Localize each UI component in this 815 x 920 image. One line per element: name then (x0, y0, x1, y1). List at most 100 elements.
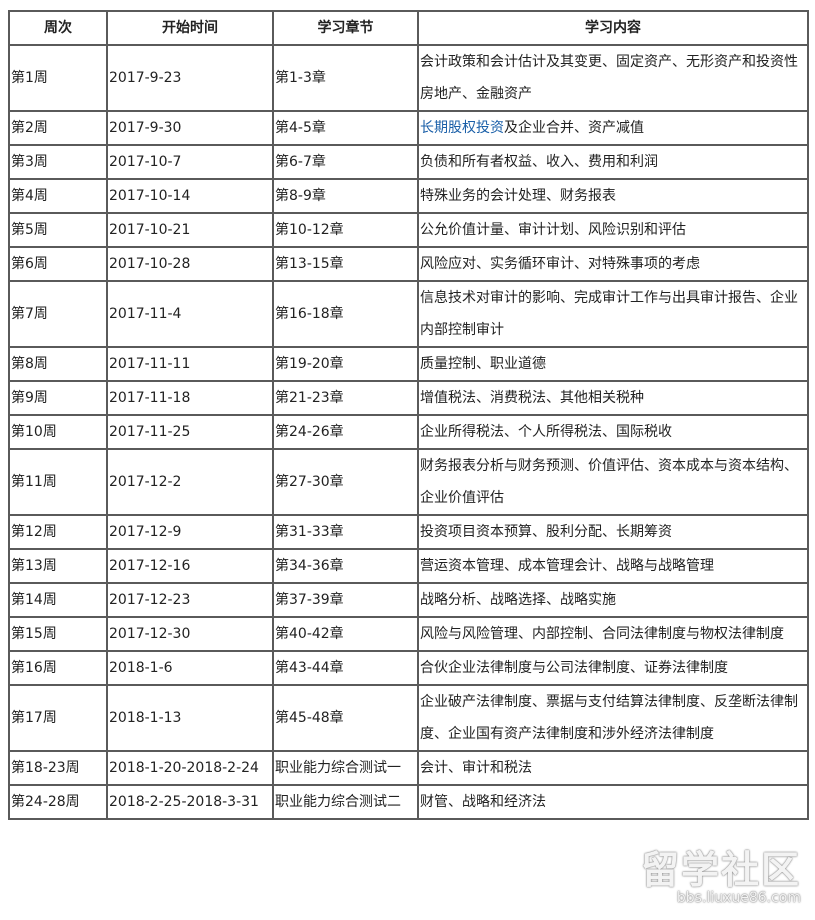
table-row: 第10周 2017-11-25 第24-26章 企业所得税法、个人所得税法、国际税收 (8, 414, 809, 450)
cell-start: 2017-12-23 (106, 582, 274, 618)
watermark-logo: 留学社区 bbs.liuxue86.com (641, 850, 801, 906)
content-text: 信息技术对审计的影响、完成审计工作与出具审计报告、企业内部控制审计 (420, 290, 798, 338)
content-text: 风险应对、实务循环审计、对特殊事项的考虑 (420, 256, 700, 272)
cell-chapters: 第10-12章 (272, 212, 419, 248)
cell-content: 会计政策和会计估计及其变更、固定资产、无形资产和投资性房地产、金融资产 (417, 44, 809, 112)
content-text: 风险与风险管理、内部控制、合同法律制度与物权法律制度 (420, 626, 784, 642)
content-text: 企业破产法律制度、票据与支付结算法律制度、反垄断法律制度、企业国有资产法律制度和… (420, 694, 798, 742)
cell-content: 风险与风险管理、内部控制、合同法律制度与物权法律制度 (417, 616, 809, 652)
cell-start: 2017-9-30 (106, 110, 274, 146)
content-link[interactable]: 长期股权投资 (420, 120, 504, 136)
cell-start: 2017-10-28 (106, 246, 274, 282)
cell-start: 2017-12-30 (106, 616, 274, 652)
table-row: 第13周 2017-12-16 第34-36章 营运资本管理、成本管理会计、战略与战略… (8, 548, 809, 584)
cell-week: 第14周 (8, 582, 108, 618)
cell-week: 第3周 (8, 144, 108, 180)
header-content: 学习内容 (417, 10, 809, 46)
cell-week: 第8周 (8, 346, 108, 382)
cell-content: 合伙企业法律制度与公司法律制度、证券法律制度 (417, 650, 809, 686)
table-row: 第15周 2017-12-30 第40-42章 风险与风险管理、内部控制、合同法律制度… (8, 616, 809, 652)
cell-content: 特殊业务的会计处理、财务报表 (417, 178, 809, 214)
table-row: 第1周 2017-9-23 第1-3章 会计政策和会计估计及其变更、固定资产、无形资产… (8, 44, 809, 112)
table-row: 第17周 2018-1-13 第45-48章 企业破产法律制度、票据与支付结算法律制度… (8, 684, 809, 752)
cell-content: 风险应对、实务循环审计、对特殊事项的考虑 (417, 246, 809, 282)
cell-week: 第2周 (8, 110, 108, 146)
header-chapters: 学习章节 (272, 10, 419, 46)
content-text: 会计政策和会计估计及其变更、固定资产、无形资产和投资性房地产、金融资产 (420, 54, 798, 102)
table-row: 第8周 2017-11-11 第19-20章 质量控制、职业道德 (8, 346, 809, 382)
cell-content: 信息技术对审计的影响、完成审计工作与出具审计报告、企业内部控制审计 (417, 280, 809, 348)
cell-start: 2017-12-16 (106, 548, 274, 584)
table-row: 第7周 2017-11-4 第16-18章 信息技术对审计的影响、完成审计工作与出具审… (8, 280, 809, 348)
cell-start: 2017-12-9 (106, 514, 274, 550)
content-text: 及企业合并、资产减值 (504, 120, 644, 136)
header-start: 开始时间 (106, 10, 274, 46)
table-row: 第14周 2017-12-23 第37-39章 战略分析、战略选择、战略实施 (8, 582, 809, 618)
cell-chapters: 第16-18章 (272, 280, 419, 348)
cell-content: 增值税法、消费税法、其他相关税种 (417, 380, 809, 416)
cell-week: 第7周 (8, 280, 108, 348)
cell-chapters: 职业能力综合测试一 (272, 750, 419, 786)
table-row: 第3周 2017-10-7 第6-7章 负债和所有者权益、收入、费用和利润 (8, 144, 809, 180)
cell-chapters: 第1-3章 (272, 44, 419, 112)
cell-content: 企业所得税法、个人所得税法、国际税收 (417, 414, 809, 450)
cell-content: 战略分析、战略选择、战略实施 (417, 582, 809, 618)
cell-start: 2018-2-25-2018-3-31 (106, 784, 274, 820)
cell-chapters: 第34-36章 (272, 548, 419, 584)
cell-week: 第10周 (8, 414, 108, 450)
cell-chapters: 第6-7章 (272, 144, 419, 180)
cell-week: 第9周 (8, 380, 108, 416)
content-text: 质量控制、职业道德 (420, 356, 546, 372)
watermark-title: 留学社区 (640, 848, 801, 892)
cell-week: 第6周 (8, 246, 108, 282)
cell-start: 2017-11-25 (106, 414, 274, 450)
content-text: 负债和所有者权益、收入、费用和利润 (420, 154, 658, 170)
cell-start: 2017-11-11 (106, 346, 274, 382)
cell-week: 第16周 (8, 650, 108, 686)
cell-content: 财务报表分析与财务预测、价值评估、资本成本与资本结构、企业价值评估 (417, 448, 809, 516)
cell-start: 2018-1-20-2018-2-24 (106, 750, 274, 786)
content-text: 投资项目资本预算、股利分配、长期筹资 (420, 524, 672, 540)
cell-start: 2017-10-7 (106, 144, 274, 180)
header-week: 周次 (8, 10, 108, 46)
content-text: 增值税法、消费税法、其他相关税种 (420, 390, 644, 406)
cell-start: 2018-1-6 (106, 650, 274, 686)
cell-chapters: 职业能力综合测试二 (272, 784, 419, 820)
cell-week: 第15周 (8, 616, 108, 652)
cell-week: 第12周 (8, 514, 108, 550)
cell-week: 第13周 (8, 548, 108, 584)
content-text: 合伙企业法律制度与公司法律制度、证券法律制度 (420, 660, 728, 676)
content-text: 财务报表分析与财务预测、价值评估、资本成本与资本结构、企业价值评估 (420, 458, 798, 506)
cell-content: 营运资本管理、成本管理会计、战略与战略管理 (417, 548, 809, 584)
content-text: 财管、战略和经济法 (420, 794, 546, 810)
content-text: 特殊业务的会计处理、财务报表 (420, 188, 616, 204)
cell-start: 2017-10-14 (106, 178, 274, 214)
cell-chapters: 第31-33章 (272, 514, 419, 550)
cell-chapters: 第13-15章 (272, 246, 419, 282)
cell-week: 第17周 (8, 684, 108, 752)
cell-chapters: 第19-20章 (272, 346, 419, 382)
cell-start: 2018-1-13 (106, 684, 274, 752)
cell-week: 第11周 (8, 448, 108, 516)
cell-chapters: 第45-48章 (272, 684, 419, 752)
study-schedule-table: 周次 开始时间 学习章节 学习内容 第1周 2017-9-23 第1-3章 会计政策和… (8, 10, 809, 820)
cell-chapters: 第21-23章 (272, 380, 419, 416)
cell-content: 财管、战略和经济法 (417, 784, 809, 820)
table-row: 第12周 2017-12-9 第31-33章 投资项目资本预算、股利分配、长期筹资 (8, 514, 809, 550)
content-text: 企业所得税法、个人所得税法、国际税收 (420, 424, 672, 440)
cell-week: 第18-23周 (8, 750, 108, 786)
table-row: 第2周 2017-9-30 第4-5章 长期股权投资及企业合并、资产减值 (8, 110, 809, 146)
cell-content: 质量控制、职业道德 (417, 346, 809, 382)
content-text: 战略分析、战略选择、战略实施 (420, 592, 616, 608)
cell-start: 2017-11-18 (106, 380, 274, 416)
cell-chapters: 第43-44章 (272, 650, 419, 686)
cell-chapters: 第27-30章 (272, 448, 419, 516)
cell-content: 会计、审计和税法 (417, 750, 809, 786)
cell-start: 2017-12-2 (106, 448, 274, 516)
content-text: 营运资本管理、成本管理会计、战略与战略管理 (420, 558, 714, 574)
content-text: 会计、审计和税法 (420, 760, 532, 776)
table-row: 第24-28周 2018-2-25-2018-3-31 职业能力综合测试二 财管、战略… (8, 784, 809, 820)
cell-start: 2017-11-4 (106, 280, 274, 348)
cell-content: 投资项目资本预算、股利分配、长期筹资 (417, 514, 809, 550)
table-row: 第5周 2017-10-21 第10-12章 公允价值计量、审计计划、风险识别和评估 (8, 212, 809, 248)
